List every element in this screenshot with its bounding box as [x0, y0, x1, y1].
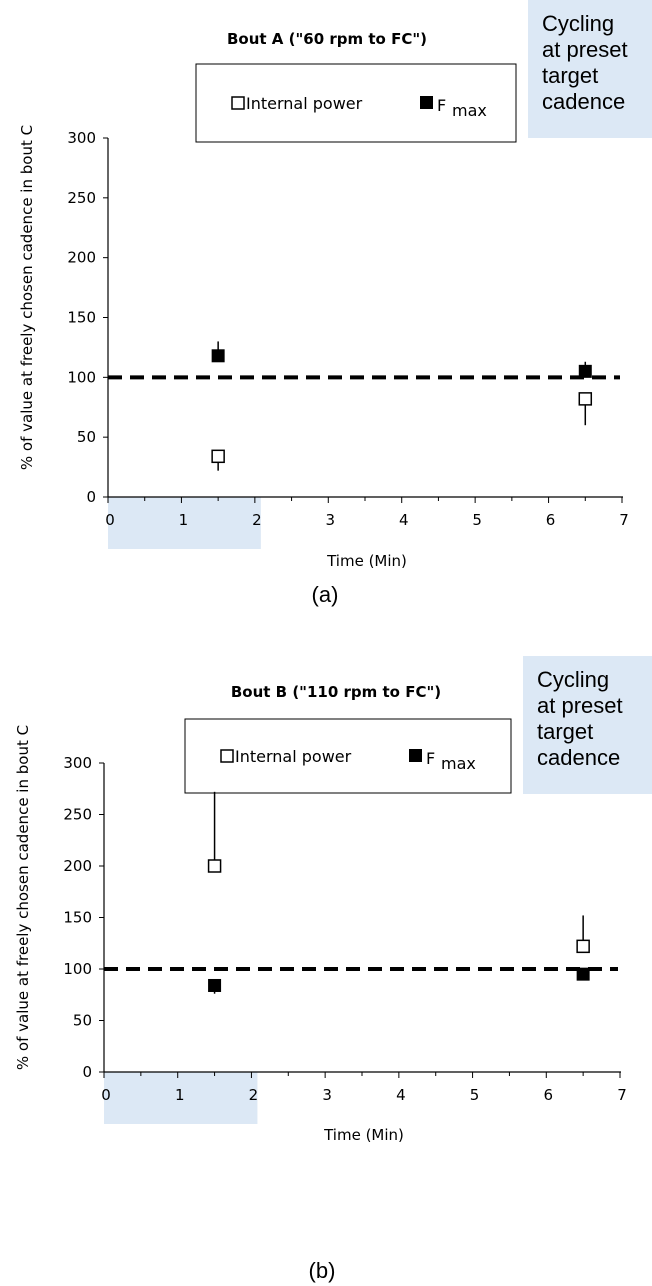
legend-label-subscript: max [452, 101, 487, 120]
x-tick-label: 6 [544, 1086, 554, 1104]
annotation-line: cadence [537, 745, 620, 770]
x-tick-label: 1 [179, 511, 189, 529]
legend-box [184, 718, 512, 794]
x-tick-label: 0 [105, 511, 115, 529]
y-tick-label: 200 [63, 857, 92, 875]
legend-marker-open-square [231, 96, 245, 110]
legend-marker-filled-square [409, 749, 422, 762]
x-axis-label: Time (Min) [323, 1126, 404, 1144]
x-tick-label: 3 [326, 511, 336, 529]
chart-title: Bout B ("110 rpm to FC") [231, 683, 441, 701]
data-point-internal-power [578, 392, 593, 406]
x-tick-label: 5 [472, 511, 482, 529]
y-tick-label: 300 [63, 754, 92, 772]
y-tick-label: 0 [82, 1063, 92, 1081]
legend-box [195, 63, 517, 143]
data-point-internal-power [211, 449, 225, 464]
legend-label: Internal power [246, 94, 363, 113]
annotation-box [528, 0, 652, 138]
legend-label: Internal power [235, 747, 352, 766]
y-tick-label: 50 [73, 1012, 92, 1030]
legend-label: F [437, 96, 446, 115]
annotation-line: at preset [542, 37, 628, 62]
x-axis-label: Time (Min) [326, 552, 407, 570]
data-point-internal-power [207, 859, 222, 873]
y-tick-label: 100 [63, 960, 92, 978]
y-axis-label: % of value at freely chosen cadence in b… [14, 725, 32, 1070]
figure-caption: (b) [309, 1258, 336, 1283]
data-point-fmax [208, 978, 222, 992]
legend-label-subscript: max [441, 754, 476, 773]
y-tick-label: 150 [67, 309, 96, 327]
x-tick-label: 5 [470, 1086, 480, 1104]
annotation-line: Cycling [537, 667, 609, 692]
x-tick-label: 6 [546, 511, 556, 529]
y-tick-label: 0 [86, 488, 96, 506]
y-tick-label: 250 [63, 806, 92, 824]
x-tick-label: 2 [252, 511, 262, 529]
y-tick-label: 150 [63, 909, 92, 927]
legend-label: F [426, 749, 435, 768]
legend-marker-filled-square [420, 96, 433, 109]
chart-title: Bout A ("60 rpm to FC") [227, 30, 427, 48]
annotation-line: cadence [542, 89, 625, 114]
annotation-line: target [537, 719, 593, 744]
y-tick-label: 200 [67, 249, 96, 267]
shaded-interval [108, 497, 261, 549]
x-tick-label: 0 [101, 1086, 111, 1104]
annotation-box [523, 656, 652, 794]
x-tick-label: 4 [399, 511, 409, 529]
annotation-line: target [542, 63, 598, 88]
annotation-line: Cycling [542, 11, 614, 36]
shaded-interval [104, 1072, 258, 1124]
x-tick-label: 1 [175, 1086, 185, 1104]
x-tick-label: 3 [322, 1086, 332, 1104]
figure-caption: (a) [312, 582, 339, 607]
y-tick-label: 100 [67, 368, 96, 386]
y-axis-label: % of value at freely chosen cadence in b… [18, 125, 36, 470]
data-point-fmax [576, 967, 590, 981]
annotation-line: at preset [537, 693, 623, 718]
data-point-fmax [211, 349, 225, 363]
legend-marker-open-square [220, 749, 234, 763]
data-point-internal-power [576, 939, 590, 954]
y-tick-label: 50 [77, 428, 96, 446]
x-tick-label: 2 [249, 1086, 259, 1104]
y-tick-label: 300 [67, 129, 96, 147]
data-point-fmax [578, 364, 592, 378]
x-tick-label: 7 [617, 1086, 627, 1104]
x-tick-label: 4 [396, 1086, 406, 1104]
x-tick-label: 7 [619, 511, 629, 529]
y-tick-label: 250 [67, 189, 96, 207]
